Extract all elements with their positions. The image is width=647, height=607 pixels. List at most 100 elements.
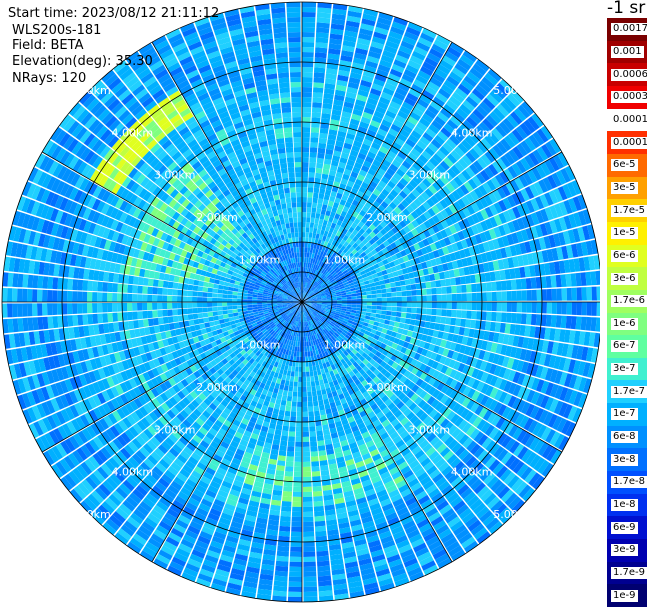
beta-cell (450, 317, 457, 326)
beta-cell (548, 190, 559, 204)
beta-cell (350, 312, 356, 316)
beta-cell (280, 440, 288, 447)
beta-cell (313, 275, 317, 281)
beta-cell (373, 263, 380, 270)
beta-cell (391, 292, 397, 297)
beta-cell (362, 264, 369, 270)
beta-cell (451, 67, 466, 79)
beta-cell (540, 380, 550, 394)
beta-cell (501, 235, 510, 247)
beta-cell (512, 256, 520, 268)
beta-cell (520, 278, 527, 290)
beta-cell (517, 104, 531, 119)
beta-cell (558, 232, 566, 246)
beta-cell (413, 125, 425, 136)
beta-cell (527, 338, 535, 350)
beta-cell (302, 451, 311, 457)
beta-cell (455, 187, 465, 198)
beta-cell (329, 287, 335, 292)
beta-cell (369, 316, 376, 321)
beta-cell (400, 40, 415, 51)
beta-cell (377, 101, 389, 110)
beta-cell (409, 55, 424, 66)
beta-cell (324, 215, 330, 221)
beta-cell (495, 343, 503, 354)
beta-cell (320, 291, 326, 295)
beta-cell (428, 124, 440, 135)
beta-cell (544, 221, 553, 235)
beta-cell (289, 571, 302, 577)
beta-cell (488, 192, 498, 204)
beta-cell (462, 99, 475, 112)
beta-cell (475, 172, 486, 184)
beta-cell (377, 250, 384, 257)
beta-cell (396, 296, 402, 302)
beta-cell (321, 299, 327, 301)
beta-cell (319, 379, 324, 385)
beta-cell (431, 138, 442, 149)
beta-cell (311, 237, 316, 244)
beta-cell (511, 193, 521, 206)
beta-cell (347, 319, 354, 325)
beta-cell (561, 343, 569, 357)
beta-cell (313, 495, 323, 502)
beta-cell (303, 272, 305, 278)
beta-cell (379, 146, 389, 155)
beta-cell (329, 33, 343, 40)
beta-cell (318, 255, 323, 261)
beta-cell (304, 293, 309, 299)
beta-cell (440, 279, 447, 287)
beta-cell (393, 276, 400, 282)
beta-cell (387, 35, 401, 45)
beta-cell (506, 302, 512, 312)
beta-cell (349, 272, 356, 277)
beta-cell (451, 285, 457, 294)
beta-cell (360, 79, 372, 88)
beta-cell (302, 356, 306, 362)
beta-cell (315, 385, 321, 391)
beta-cell (340, 288, 346, 292)
beta-cell (410, 237, 418, 245)
beta-cell (342, 217, 350, 224)
beta-cell (455, 277, 461, 285)
beta-cell (323, 230, 329, 237)
beta-cell (461, 169, 472, 181)
beta-cell (348, 154, 357, 162)
beta-cell (361, 205, 370, 213)
beta-cell (303, 521, 314, 527)
beta-cell (418, 255, 426, 263)
beta-cell (430, 195, 439, 205)
beta-cell (512, 371, 521, 384)
beta-cell (330, 222, 337, 229)
beta-cell (413, 79, 426, 90)
beta-cell (509, 268, 516, 279)
beta-cell (519, 242, 527, 255)
beta-cell (351, 62, 365, 70)
beta-cell (325, 265, 331, 271)
beta-cell (386, 297, 392, 302)
beta-cell (340, 290, 346, 294)
beta-cell (465, 96, 479, 108)
beta-cell (551, 288, 557, 301)
beta-cell (382, 209, 390, 217)
beta-cell (344, 256, 351, 262)
beta-cell (356, 130, 366, 139)
beta-cell (401, 268, 409, 275)
beta-cell (319, 244, 324, 251)
beta-cell (302, 456, 311, 462)
beta-cell (400, 285, 407, 291)
beta-cell (311, 461, 320, 467)
beta-cell (321, 296, 327, 299)
beta-cell (437, 131, 449, 142)
beta-cell (360, 251, 367, 258)
beta-cell (386, 310, 392, 316)
beta-cell (290, 416, 296, 422)
beta-cell (459, 103, 472, 116)
beta-cell (449, 42, 465, 54)
beta-cell (389, 68, 403, 78)
beta-cell (313, 253, 318, 260)
beta-cell (541, 250, 549, 263)
beta-cell (335, 171, 343, 179)
beta-cell (573, 330, 581, 345)
beta-cell (540, 125, 553, 140)
